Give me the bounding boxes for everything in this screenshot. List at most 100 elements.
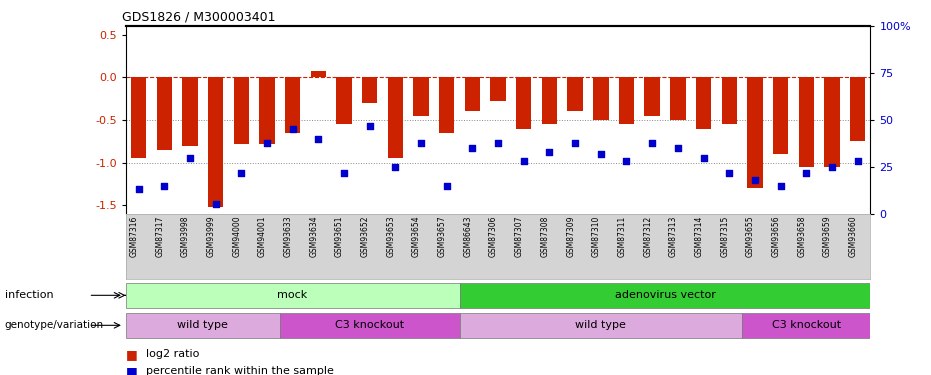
Point [773, 183, 788, 189]
Bar [516, 77, 532, 129]
Text: GSM87313: GSM87313 [668, 216, 678, 257]
Text: GSM93658: GSM93658 [797, 216, 806, 257]
Bar [542, 77, 557, 124]
Bar [722, 77, 737, 124]
Bar [208, 77, 223, 207]
Bar [439, 77, 454, 133]
Point [799, 170, 814, 176]
Text: GSM87307: GSM87307 [515, 216, 524, 257]
Point [156, 183, 171, 189]
Text: GSM93999: GSM93999 [207, 216, 216, 257]
Bar [387, 77, 403, 158]
Point [670, 145, 685, 151]
Text: GSM94000: GSM94000 [232, 216, 241, 257]
Bar [644, 77, 660, 116]
Point [850, 158, 865, 164]
Bar [285, 77, 301, 133]
Bar [799, 77, 814, 167]
Text: GSM87306: GSM87306 [489, 216, 498, 257]
Point [413, 140, 428, 146]
Point [748, 177, 762, 183]
Bar [413, 77, 429, 116]
FancyBboxPatch shape [126, 283, 460, 308]
Text: GSM87309: GSM87309 [566, 216, 575, 257]
Text: GSM93657: GSM93657 [438, 216, 447, 257]
Point [260, 140, 275, 146]
Point [491, 140, 506, 146]
Text: adenovirus vector: adenovirus vector [614, 290, 715, 300]
Bar [748, 77, 762, 188]
Text: wild type: wild type [177, 320, 228, 330]
FancyBboxPatch shape [126, 313, 280, 338]
Point [517, 158, 532, 164]
Text: GSM93653: GSM93653 [386, 216, 396, 257]
Point [568, 140, 583, 146]
Bar [156, 77, 172, 150]
Bar [619, 77, 634, 124]
Bar [362, 77, 377, 103]
Text: ■: ■ [126, 365, 138, 375]
Text: GSM87315: GSM87315 [721, 216, 729, 257]
Text: GSM93634: GSM93634 [309, 216, 318, 257]
Text: GSM93659: GSM93659 [823, 216, 832, 257]
Point [362, 123, 377, 129]
Point [209, 201, 223, 207]
Bar [311, 71, 326, 77]
Point [234, 170, 249, 176]
FancyBboxPatch shape [280, 313, 460, 338]
Point [542, 149, 557, 155]
Point [722, 170, 736, 176]
Bar [234, 77, 249, 144]
Text: wild type: wild type [575, 320, 627, 330]
Bar [182, 77, 197, 146]
Bar [336, 77, 352, 124]
Bar [593, 77, 609, 120]
Text: GSM87314: GSM87314 [695, 216, 704, 257]
Bar [773, 77, 789, 154]
Text: GSM94001: GSM94001 [258, 216, 267, 257]
Text: GDS1826 / M300003401: GDS1826 / M300003401 [122, 11, 276, 24]
Bar [131, 77, 146, 158]
Text: C3 knockout: C3 knockout [772, 320, 841, 330]
Text: GSM93651: GSM93651 [335, 216, 344, 257]
Text: GSM87312: GSM87312 [643, 216, 653, 257]
Text: GSM93633: GSM93633 [284, 216, 292, 257]
Bar [670, 77, 685, 120]
Bar [491, 77, 506, 101]
Text: GSM93654: GSM93654 [412, 216, 421, 257]
Point [131, 186, 146, 192]
Point [285, 126, 300, 132]
Text: percentile rank within the sample: percentile rank within the sample [146, 366, 334, 375]
Point [825, 164, 840, 170]
Text: infection: infection [5, 290, 53, 300]
Point [388, 164, 403, 170]
Bar [259, 77, 275, 144]
Bar [567, 77, 583, 111]
Text: C3 knockout: C3 knockout [335, 320, 404, 330]
Text: GSM87308: GSM87308 [541, 216, 549, 257]
Point [311, 136, 326, 142]
FancyBboxPatch shape [742, 313, 870, 338]
Point [696, 154, 711, 160]
Point [439, 183, 454, 189]
Text: genotype/variation: genotype/variation [5, 321, 103, 330]
Bar [465, 77, 480, 111]
Text: GSM87316: GSM87316 [129, 216, 139, 257]
Text: log2 ratio: log2 ratio [146, 350, 199, 359]
Point [182, 154, 197, 160]
Point [619, 158, 634, 164]
Text: mock: mock [277, 290, 308, 300]
Point [593, 151, 608, 157]
Text: GSM93656: GSM93656 [772, 216, 780, 257]
Text: GSM93652: GSM93652 [360, 216, 370, 257]
Bar [695, 77, 711, 129]
Point [645, 140, 660, 146]
Text: GSM87311: GSM87311 [617, 216, 627, 257]
Text: GSM87317: GSM87317 [155, 216, 164, 257]
Text: GSM93655: GSM93655 [746, 216, 755, 257]
Text: GSM86643: GSM86643 [464, 216, 472, 257]
FancyBboxPatch shape [460, 313, 742, 338]
Text: GSM93998: GSM93998 [181, 216, 190, 257]
Text: ■: ■ [126, 348, 138, 361]
Text: GSM87310: GSM87310 [592, 216, 600, 257]
